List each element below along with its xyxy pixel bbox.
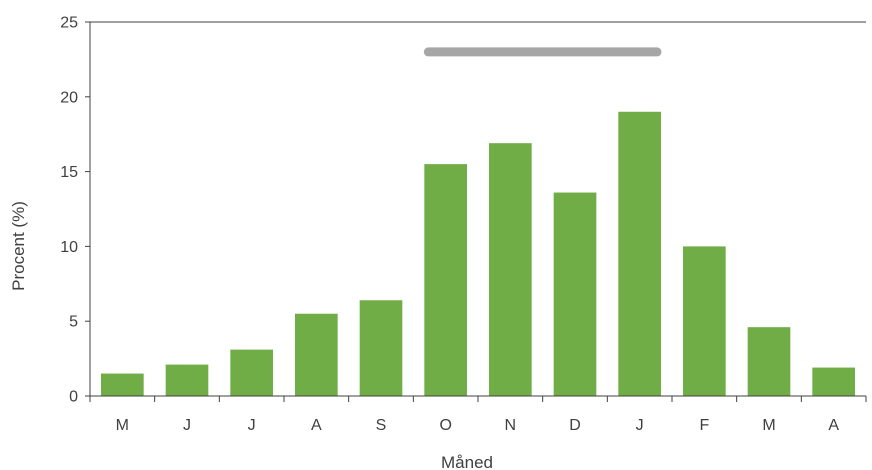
x-tick-label: M bbox=[762, 417, 775, 434]
y-tick-label: 5 bbox=[69, 314, 78, 331]
bar-7 bbox=[553, 192, 597, 396]
bar-4 bbox=[359, 300, 403, 396]
bar-5 bbox=[424, 164, 468, 396]
x-tick-label: A bbox=[311, 417, 322, 434]
x-tick-label: S bbox=[376, 417, 387, 434]
x-tick-label: J bbox=[248, 417, 256, 434]
y-tick-label: 20 bbox=[60, 89, 78, 106]
y-axis-ticks: 0 5 10 15 20 25 bbox=[60, 15, 90, 406]
bar-2 bbox=[230, 349, 274, 396]
x-tick-label: J bbox=[636, 417, 644, 434]
x-axis-title: Måned bbox=[441, 453, 493, 470]
x-tick-label: N bbox=[505, 417, 517, 434]
bar-0 bbox=[100, 373, 144, 396]
y-axis-title: Procent (%) bbox=[9, 201, 28, 291]
y-tick-label: 10 bbox=[60, 239, 78, 256]
bar-9 bbox=[682, 246, 726, 396]
x-tick-label: F bbox=[699, 417, 709, 434]
bar-6 bbox=[488, 143, 532, 396]
x-tick-label: O bbox=[439, 417, 451, 434]
x-tick-label: J bbox=[183, 417, 191, 434]
bar-1 bbox=[165, 364, 209, 396]
bar-8 bbox=[618, 111, 662, 396]
bars bbox=[100, 111, 856, 396]
bar-11 bbox=[812, 367, 856, 396]
y-tick-label: 0 bbox=[69, 389, 78, 406]
y-tick-label: 15 bbox=[60, 164, 78, 181]
y-tick-label: 25 bbox=[60, 15, 78, 32]
x-tick-label: M bbox=[116, 417, 129, 434]
bar-3 bbox=[294, 313, 338, 396]
x-tick-label: A bbox=[828, 417, 839, 434]
x-tick-label: D bbox=[569, 417, 581, 434]
bar-10 bbox=[747, 327, 791, 396]
